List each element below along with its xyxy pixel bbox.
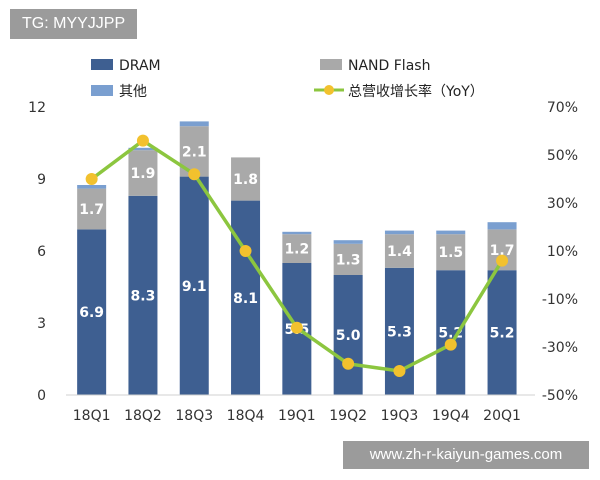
left-tick-label: 6	[37, 244, 46, 260]
bar-segment	[436, 234, 466, 271]
bar-value-label: 5.0	[336, 328, 361, 344]
right-tick-label: 30%	[547, 196, 578, 212]
yoy-point	[290, 321, 303, 334]
right-tick-label: 50%	[547, 148, 578, 164]
bar-segment	[77, 188, 107, 230]
bar-value-label: 1.7	[79, 202, 104, 218]
bar-segment	[384, 230, 414, 235]
bar-value-label: 1.7	[490, 243, 515, 259]
bottom-watermark: www.zh-r-kaiyun-games.com	[343, 441, 589, 469]
bar-segment	[179, 176, 209, 395]
category-label: 18Q3	[175, 408, 213, 424]
legend-swatch	[91, 59, 113, 70]
category-label: 19Q4	[432, 408, 470, 424]
left-tick-label: 12	[28, 100, 46, 116]
chart-legend: DRAM NAND Flash 其他 总营收增长率（YoY）	[91, 58, 484, 100]
bar-value-label: 1.2	[284, 242, 309, 258]
bar-segment	[282, 234, 312, 263]
bar-value-label: 5.2	[490, 326, 515, 342]
yoy-line-series	[85, 134, 509, 377]
bar-segment	[333, 240, 363, 244]
left-tick-label: 9	[37, 172, 46, 188]
bar-value-label: 1.8	[233, 172, 258, 188]
category-label: 19Q2	[329, 408, 367, 424]
bar-value-label: 6.9	[79, 305, 104, 321]
bar-value-label: 1.5	[438, 245, 463, 261]
legend-label: DRAM	[119, 58, 161, 74]
bar-segment	[436, 270, 466, 395]
category-label: 19Q1	[278, 408, 316, 424]
x-axis: 18Q1 18Q2 18Q3 18Q4 19Q1 19Q2 19Q3 19Q4 20Q1	[73, 408, 521, 424]
category-label: 19Q3	[381, 408, 419, 424]
yoy-point	[342, 357, 355, 370]
left-axis: 0 3 6 9 12	[28, 100, 46, 404]
right-tick-label: 10%	[547, 244, 578, 260]
yoy-point	[239, 245, 252, 257]
yoy-point	[188, 168, 201, 181]
bar-segment	[282, 231, 312, 235]
right-tick-label: -10%	[542, 292, 578, 308]
bar-segment	[128, 147, 158, 151]
legend-label: 其他	[119, 84, 147, 100]
category-label: 18Q4	[227, 408, 265, 424]
legend-marker	[324, 85, 334, 95]
bar-segment	[77, 229, 107, 395]
right-tick-label: 70%	[547, 100, 578, 116]
bar-value-label: 5.3	[387, 324, 412, 340]
bar-segment	[231, 157, 261, 201]
yoy-point	[85, 173, 98, 185]
legend-swatch	[320, 59, 342, 70]
bar-value-label: 8.1	[233, 291, 258, 307]
bar-segment	[333, 275, 363, 395]
right-axis: -50% -30% -10% 10% 30% 50% 70%	[542, 100, 578, 404]
category-label: 18Q2	[124, 408, 162, 424]
left-tick-label: 0	[37, 388, 46, 404]
yoy-point	[496, 254, 509, 267]
top-watermark: TG: MYYJJPP	[10, 9, 138, 39]
bar-segment	[436, 230, 466, 235]
yoy-point	[393, 365, 406, 377]
yoy-point	[136, 134, 149, 147]
bar-segment	[333, 243, 363, 275]
bar-segment	[128, 195, 158, 395]
bar-value-label: 8.3	[131, 288, 156, 304]
yoy-point	[444, 338, 457, 351]
bars	[77, 121, 517, 395]
bar-segment	[77, 185, 107, 189]
bar-segment	[384, 234, 414, 268]
bar-segment	[487, 222, 517, 230]
bar-segment	[487, 270, 517, 395]
bar-segment	[179, 121, 209, 127]
legend-swatch	[91, 85, 113, 96]
bar-value-label: 1.9	[131, 166, 156, 182]
legend-label: NAND Flash	[348, 58, 430, 74]
bar-value-label: 1.4	[387, 244, 412, 260]
bar-value-label: 9.1	[182, 279, 207, 295]
bar-segment	[128, 150, 158, 196]
bar-value-label: 1.3	[336, 252, 361, 268]
bar-value-label: 2.1	[182, 144, 207, 160]
category-label: 18Q1	[73, 408, 111, 424]
category-label: 20Q1	[483, 408, 521, 424]
right-tick-label: -30%	[542, 340, 578, 356]
bar-segment	[231, 200, 261, 395]
right-tick-label: -50%	[542, 388, 578, 404]
left-tick-label: 3	[37, 316, 46, 332]
legend-label: 总营收增长率（YoY）	[348, 83, 484, 100]
